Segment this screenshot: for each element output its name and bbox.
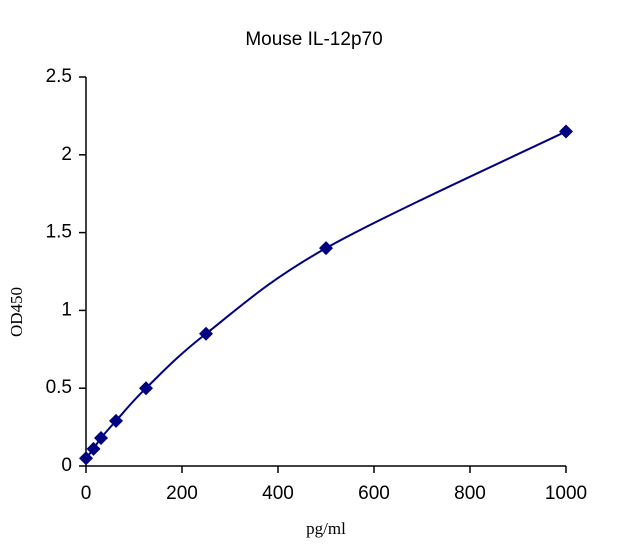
y-tick-label: 1 xyxy=(61,299,72,320)
x-tick-label: 0 xyxy=(81,483,92,504)
fit-curve xyxy=(85,130,567,459)
x-tick-label: 1000 xyxy=(545,483,587,504)
y-tick-label: 1.5 xyxy=(46,222,72,243)
x-tick-label: 200 xyxy=(166,483,198,504)
chart-title: Mouse IL-12p70 xyxy=(245,29,382,50)
y-tick-label: 0 xyxy=(61,455,72,476)
marker xyxy=(94,430,108,445)
marker xyxy=(139,381,153,396)
marker xyxy=(86,441,101,456)
y-tick-label: 0.5 xyxy=(46,377,72,398)
x-tick-label: 800 xyxy=(454,483,486,504)
marker xyxy=(199,326,213,341)
y-axis-label: OD450 xyxy=(7,287,26,337)
y-tick-label: 2.5 xyxy=(46,66,72,87)
marker xyxy=(79,451,93,466)
marker xyxy=(559,124,573,139)
y-tick-label: 2 xyxy=(61,144,72,165)
marker xyxy=(319,241,333,256)
x-tick-label: 400 xyxy=(262,483,294,504)
x-axis-label: pg/ml xyxy=(306,519,346,538)
marker xyxy=(109,413,123,428)
x-tick-label: 600 xyxy=(358,483,390,504)
